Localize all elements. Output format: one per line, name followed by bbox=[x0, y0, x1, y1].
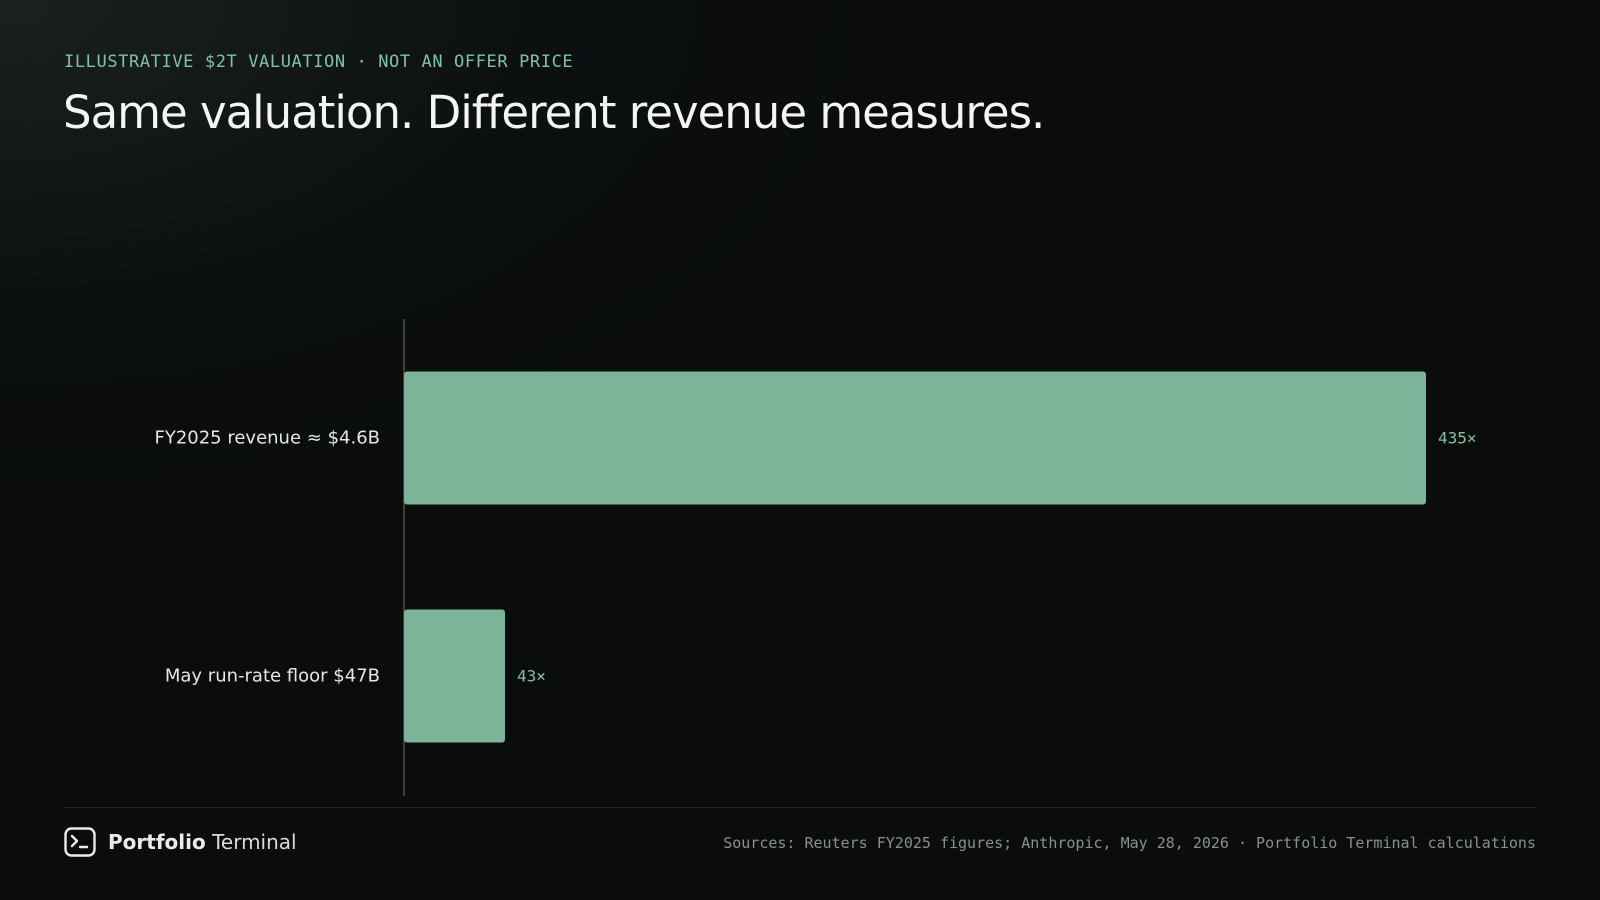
value-label-1: 43× bbox=[517, 667, 546, 686]
value-label-0: 435× bbox=[1438, 429, 1477, 448]
category-label-1: May run-rate floor $47B bbox=[165, 666, 380, 687]
brand-name-bold: Portfolio bbox=[108, 830, 206, 854]
brand: Portfolio Terminal bbox=[64, 827, 297, 857]
category-label-0: FY2025 revenue ≈ $4.6B bbox=[154, 428, 380, 449]
bar-0 bbox=[404, 371, 1426, 505]
footer-divider bbox=[64, 807, 1536, 808]
terminal-prompt-icon bbox=[64, 827, 96, 857]
sources-note: Sources: Reuters FY2025 figures; Anthrop… bbox=[723, 834, 1536, 852]
bar-chart: FY2025 revenue ≈ $4.6B 435× May run-rate f… bbox=[154, 319, 1477, 796]
brand-name-light: Terminal bbox=[212, 830, 297, 854]
page-title: Same valuation. Different revenue measur… bbox=[63, 86, 1045, 139]
brand-name: Portfolio Terminal bbox=[108, 830, 297, 854]
bar-1 bbox=[404, 609, 506, 743]
eyebrow-label: ILLUSTRATIVE $2T VALUATION · NOT AN OFFE… bbox=[64, 52, 574, 72]
